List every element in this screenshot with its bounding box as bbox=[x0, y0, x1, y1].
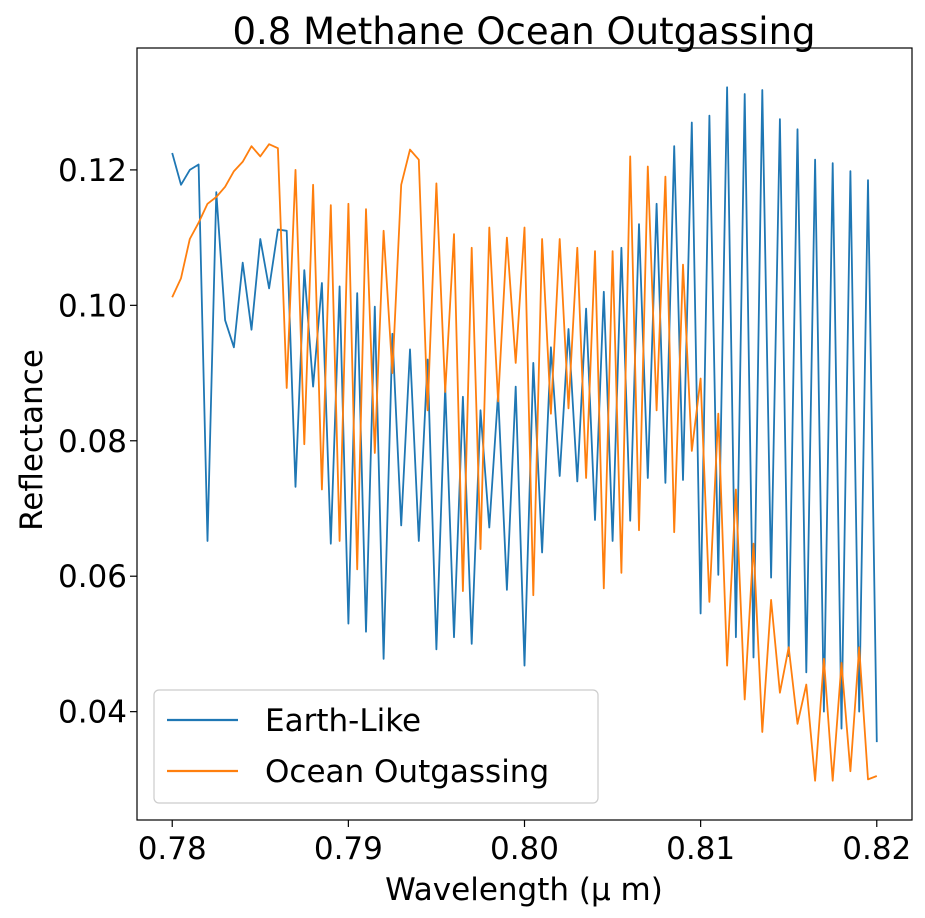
legend-label: Earth-Like bbox=[265, 703, 421, 739]
legend-box bbox=[153, 689, 599, 804]
y-tick-label: 0.12 bbox=[58, 153, 127, 189]
y-axis-title: Reflectance bbox=[14, 349, 50, 531]
y-tick-label: 0.06 bbox=[58, 559, 127, 595]
x-tick-label: 0.79 bbox=[314, 831, 383, 867]
legend: Earth-Like Ocean Outgassing bbox=[153, 689, 599, 804]
series-layer bbox=[171, 86, 878, 782]
x-tick-label: 0.78 bbox=[138, 831, 207, 867]
chart-title: 0.8 Methane Ocean Outgassing bbox=[232, 10, 815, 53]
axes-layer: 0.78 0.79 0.80 0.81 0.82 0.04 0.06 0.08 0.10 0.12 bbox=[58, 47, 913, 867]
x-tick-label: 0.80 bbox=[490, 831, 559, 867]
x-tick-label: 0.81 bbox=[666, 831, 735, 867]
series-line-1 bbox=[171, 86, 878, 743]
x-tick-label: 0.82 bbox=[842, 831, 911, 867]
y-tick-label: 0.04 bbox=[58, 695, 127, 731]
y-tick-label: 0.10 bbox=[58, 288, 127, 324]
legend-label: Ocean Outgassing bbox=[265, 754, 549, 790]
x-axis-title: Wavelength (μ m) bbox=[385, 872, 663, 908]
series-line-2 bbox=[171, 143, 878, 782]
y-tick-label: 0.08 bbox=[58, 424, 127, 460]
